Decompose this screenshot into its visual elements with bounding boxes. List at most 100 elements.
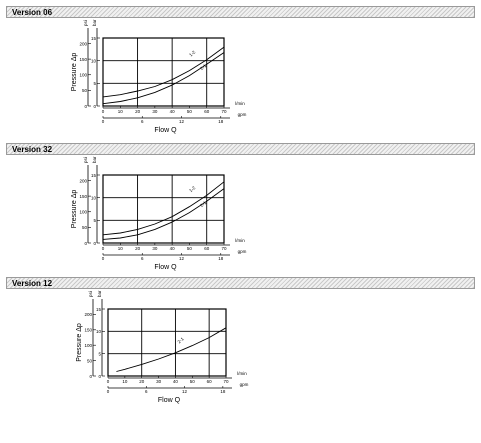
x-tick-label-lpm: 10 (122, 379, 128, 384)
series-label-1-2: 1-2 (188, 185, 197, 193)
y-tick-label-psi: 0 (84, 104, 87, 109)
x-tick-label-lpm: 0 (107, 379, 110, 384)
x-tick-label-lpm: 20 (135, 109, 141, 114)
x-axis-title: Flow Q (158, 397, 181, 404)
y-tick-label-bar: 10 (91, 58, 97, 63)
y-tick-label-bar: 0 (93, 241, 96, 246)
y-unit-psi: psi (83, 157, 88, 163)
y-tick-label-psi: 50 (82, 225, 88, 230)
version-title: Version 32 (12, 145, 53, 154)
y-tick-label-bar: 0 (93, 104, 96, 109)
version-title: Version 12 (12, 279, 53, 288)
x-unit-gpm: gpm (238, 249, 247, 254)
y-tick-label-bar: 5 (93, 81, 96, 86)
x-tick-label-gpm: 0 (107, 389, 110, 394)
x-tick-label-gpm: 18 (218, 119, 224, 124)
x-unit-gpm: gpm (238, 112, 247, 117)
x-tick-label-gpm: 18 (220, 389, 226, 394)
y-tick-label-psi: 0 (89, 374, 92, 379)
x-tick-label-lpm: 30 (152, 246, 158, 251)
x-tick-label-lpm: 30 (152, 109, 158, 114)
y-unit-bar: bar (92, 156, 97, 163)
x-unit-lpm: l/min (237, 371, 247, 376)
x-tick-label-lpm: 0 (102, 246, 105, 251)
x-tick-label-gpm: 6 (141, 256, 144, 261)
x-tick-label-gpm: 12 (179, 119, 185, 124)
y-axis-title: Pressure Δp (76, 323, 83, 362)
y-unit-bar: bar (92, 19, 97, 26)
x-tick-label-gpm: 6 (141, 119, 144, 124)
x-tick-label-lpm: 0 (102, 109, 105, 114)
y-tick-label-bar: 15 (91, 36, 97, 41)
y-tick-label-psi: 100 (79, 210, 87, 215)
y-tick-label-psi: 0 (84, 241, 87, 246)
x-tick-label-gpm: 0 (102, 119, 105, 124)
x-unit-lpm: l/min (235, 238, 245, 243)
x-unit-lpm: l/min (235, 101, 245, 106)
y-unit-psi: psi (88, 291, 93, 297)
y-tick-label-bar: 10 (91, 195, 97, 200)
series-label-2-1: 2-1 (199, 63, 208, 71)
x-tick-label-lpm: 70 (223, 379, 229, 384)
x-axis-title: Flow Q (154, 264, 177, 271)
x-tick-label-lpm: 70 (221, 109, 227, 114)
y-tick-label-psi: 200 (79, 178, 87, 183)
y-tick-label-psi: 100 (79, 73, 87, 78)
y-tick-label-psi: 50 (87, 358, 93, 363)
y-axis-title: Pressure Δp (71, 190, 78, 229)
x-tick-label-lpm: 20 (135, 246, 141, 251)
y-unit-bar: bar (97, 290, 102, 297)
y-tick-label-psi: 200 (84, 312, 92, 317)
x-tick-label-gpm: 0 (102, 256, 105, 261)
version-06-header: Version 06 (6, 6, 475, 18)
plot-frame (107, 308, 227, 377)
version-title: Version 06 (12, 8, 53, 17)
x-tick-label-lpm: 60 (204, 246, 210, 251)
x-tick-label-lpm: 50 (187, 246, 193, 251)
y-tick-label-psi: 50 (82, 88, 88, 93)
y-tick-label-psi: 100 (84, 343, 92, 348)
y-tick-label-bar: 10 (96, 329, 102, 334)
plot-frame (102, 37, 225, 107)
series-label-2-1: 2-1 (199, 200, 208, 208)
version-12-header: Version 12 (6, 277, 475, 289)
y-tick-label-psi: 150 (79, 57, 87, 62)
x-tick-label-lpm: 10 (118, 246, 124, 251)
x-tick-label-lpm: 40 (170, 109, 176, 114)
x-tick-label-gpm: 6 (145, 389, 148, 394)
x-tick-label-lpm: 50 (187, 109, 193, 114)
x-tick-label-gpm: 12 (182, 389, 188, 394)
x-tick-label-lpm: 50 (190, 379, 196, 384)
series-line-2-1 (102, 52, 225, 105)
y-tick-label-psi: 150 (84, 328, 92, 333)
y-tick-label-bar: 0 (98, 374, 101, 379)
series-label-1-2: 1-2 (188, 49, 197, 57)
y-unit-psi: psi (83, 20, 88, 26)
x-tick-label-lpm: 30 (156, 379, 162, 384)
series-line-2-1 (116, 327, 227, 372)
x-tick-label-lpm: 20 (139, 379, 145, 384)
plot-frame (102, 174, 225, 244)
x-unit-gpm: gpm (240, 382, 249, 387)
version-32-header: Version 32 (6, 143, 475, 155)
y-tick-label-psi: 200 (79, 41, 87, 46)
y-tick-label-psi: 150 (79, 194, 87, 199)
y-tick-label-bar: 15 (91, 173, 97, 178)
y-tick-label-bar: 5 (98, 351, 101, 356)
y-axis-title: Pressure Δp (71, 53, 78, 92)
x-tick-label-lpm: 40 (170, 246, 176, 251)
x-tick-label-lpm: 40 (173, 379, 179, 384)
x-tick-label-lpm: 70 (221, 246, 227, 251)
series-label-2-1: 2-1 (177, 336, 186, 344)
x-tick-label-lpm: 10 (118, 109, 124, 114)
series-line-1-2 (102, 46, 225, 98)
x-tick-label-lpm: 60 (204, 109, 210, 114)
y-tick-label-bar: 15 (96, 307, 102, 312)
x-axis-title: Flow Q (154, 127, 177, 134)
x-tick-label-gpm: 18 (218, 256, 224, 261)
y-tick-label-bar: 5 (93, 218, 96, 223)
x-tick-label-lpm: 60 (207, 379, 213, 384)
